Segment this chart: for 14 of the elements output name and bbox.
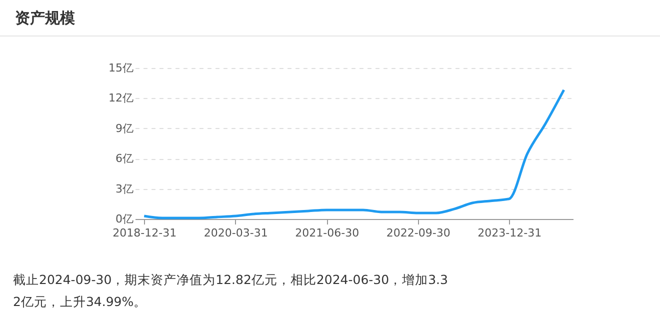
x-tick-label: 2020-03-31 <box>204 226 268 240</box>
y-tick-label: 6亿 <box>116 152 134 166</box>
y-tick-label: 3亿 <box>116 182 134 196</box>
line-series <box>142 88 566 220</box>
y-tick-label: 0亿 <box>116 212 134 226</box>
x-tick-label: 2022-09-30 <box>386 226 450 240</box>
chart-title: 资产规模 <box>15 9 76 27</box>
y-tick-label: 12亿 <box>108 92 134 105</box>
text: 截止2024-09-30，期末资产净值为12.82亿元，相比2024-06-30，增加3.32亿元，上升34.99%。 <box>13 272 448 309</box>
y-tick-label: 9亿 <box>116 122 134 135</box>
y-tick-label: 15亿 <box>108 62 134 74</box>
x-tick-label: 2023-12-31 <box>478 226 542 240</box>
x-tick-label: 2018-12-31 <box>112 226 177 240</box>
x-tick-label: 2021-06-30 <box>295 226 360 240</box>
